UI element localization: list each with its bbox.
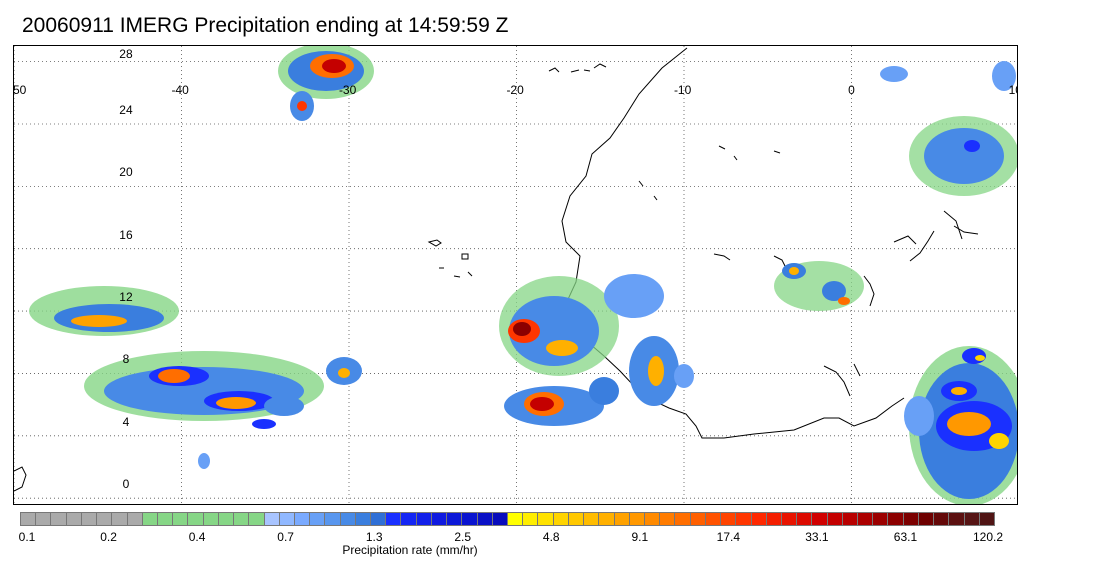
colorbar-cell <box>689 512 706 526</box>
colorbar-cell <box>324 512 341 526</box>
colorbar-cell <box>126 512 143 526</box>
colorbar-tick-label: 4.8 <box>542 530 560 544</box>
colorbar-cell <box>202 512 219 526</box>
colorbar-cell <box>674 512 691 526</box>
colorbar-cell <box>263 512 280 526</box>
colorbar-cell <box>552 512 569 526</box>
colorbar-cell <box>933 512 950 526</box>
colorbar-cell <box>628 512 645 526</box>
colorbar-cell <box>400 512 417 526</box>
colorbar-cell <box>857 512 874 526</box>
latitude-label: 12 <box>119 290 133 305</box>
colorbar-cell <box>567 512 585 526</box>
latitude-label: 0 <box>122 477 130 492</box>
colorbar-tick-label: 0.2 <box>100 530 117 544</box>
latitude-label: 8 <box>122 352 130 367</box>
colorbar-title: Precipitation rate (mm/hr) <box>342 543 478 557</box>
colorbar-cell <box>720 512 737 526</box>
colorbar-cell <box>172 512 189 526</box>
map-canvas <box>14 46 1017 504</box>
colorbar-tick-label: 0.4 <box>188 530 206 544</box>
longitude-label: -10 <box>673 83 692 97</box>
colorbar-cell <box>111 512 128 526</box>
colorbar-tick-label: 1.3 <box>365 530 383 544</box>
colorbar-cell <box>735 512 752 526</box>
colorbar-cell <box>887 512 904 526</box>
islands <box>14 63 979 492</box>
longitude-label: -30 <box>338 83 357 97</box>
colorbar-cell <box>963 512 980 526</box>
colorbar-cell <box>415 512 432 526</box>
colorbar-tick-label: 63.1 <box>893 530 918 544</box>
colorbar-cell <box>811 512 828 526</box>
graticule <box>14 46 1017 504</box>
colorbar-cell <box>20 512 37 526</box>
colorbar-cell <box>796 512 813 526</box>
longitude-label: -20 <box>506 83 524 97</box>
colorbar <box>20 512 995 526</box>
colorbar-cell <box>780 512 798 526</box>
colorbar-cell <box>96 512 113 526</box>
colorbar-cell <box>902 512 919 526</box>
colorbar-tick-label: 9.1 <box>631 530 649 544</box>
colorbar-cell <box>35 512 52 526</box>
colorbar-cell <box>659 512 676 526</box>
latitude-label: 28 <box>119 47 133 61</box>
latitude-label: 24 <box>119 102 133 117</box>
colorbar-cell <box>765 512 782 526</box>
colorbar-cell <box>613 512 630 526</box>
colorbar-cell <box>522 512 539 526</box>
colorbar-cell <box>141 512 158 526</box>
colorbar-tick-label: 2.5 <box>454 530 472 544</box>
colorbar-cell <box>750 512 767 526</box>
colorbar-cell <box>872 512 889 526</box>
colorbar-cell <box>430 512 448 526</box>
colorbar-cell <box>278 512 295 526</box>
precipitation-map: -50 -40 -30 -20 -10 0 10 28 24 20 16 12 8 4 0 <box>13 45 1018 505</box>
colorbar-cell <box>339 512 356 526</box>
colorbar-cell <box>491 512 508 526</box>
colorbar-cell <box>598 512 615 526</box>
latitude-label: 16 <box>119 227 133 242</box>
colorbar-cell <box>917 512 935 526</box>
colorbar-cell <box>233 512 250 526</box>
colorbar-tick-label: 0.1 <box>18 530 36 544</box>
longitude-label: -50 <box>13 83 27 97</box>
colorbar-cell <box>461 512 478 526</box>
colorbar-cell <box>385 512 402 526</box>
colorbar-cell <box>293 512 311 526</box>
colorbar-tick-label: 17.4 <box>716 530 741 544</box>
colorbar-cell <box>309 512 326 526</box>
longitude-label: -40 <box>171 83 189 97</box>
colorbar-cell <box>354 512 372 526</box>
colorbar-tick-label: 0.7 <box>277 530 294 544</box>
colorbar-cell <box>826 512 843 526</box>
colorbar-cell <box>643 512 661 526</box>
colorbar-cell <box>370 512 387 526</box>
colorbar-cell <box>446 512 463 526</box>
colorbar-cell <box>978 512 995 526</box>
latitude-label: 4 <box>122 414 130 429</box>
colorbar-cell <box>156 512 174 526</box>
colorbar-cell <box>65 512 82 526</box>
colorbar-tick-label: 120.2 <box>972 530 1004 544</box>
colorbar-cell <box>583 512 600 526</box>
colorbar-cell <box>507 512 524 526</box>
colorbar-cell <box>248 512 265 526</box>
map-title: 20060911 IMERG Precipitation ending at 1… <box>22 14 509 37</box>
colorbar-tick-label: 33.1 <box>805 530 829 544</box>
colorbar-cell <box>476 512 493 526</box>
longitude-label: 10 <box>1008 83 1017 97</box>
latitude-label: 20 <box>119 165 133 180</box>
colorbar-cell <box>50 512 67 526</box>
colorbar-cell <box>704 512 722 526</box>
colorbar-cell <box>217 512 235 526</box>
colorbar-cell <box>187 512 204 526</box>
colorbar-cell <box>80 512 98 526</box>
longitude-label: 0 <box>848 83 855 97</box>
precipitation-field <box>29 46 1017 504</box>
colorbar-cell <box>537 512 554 526</box>
colorbar-cell <box>841 512 859 526</box>
colorbar-cell <box>948 512 965 526</box>
